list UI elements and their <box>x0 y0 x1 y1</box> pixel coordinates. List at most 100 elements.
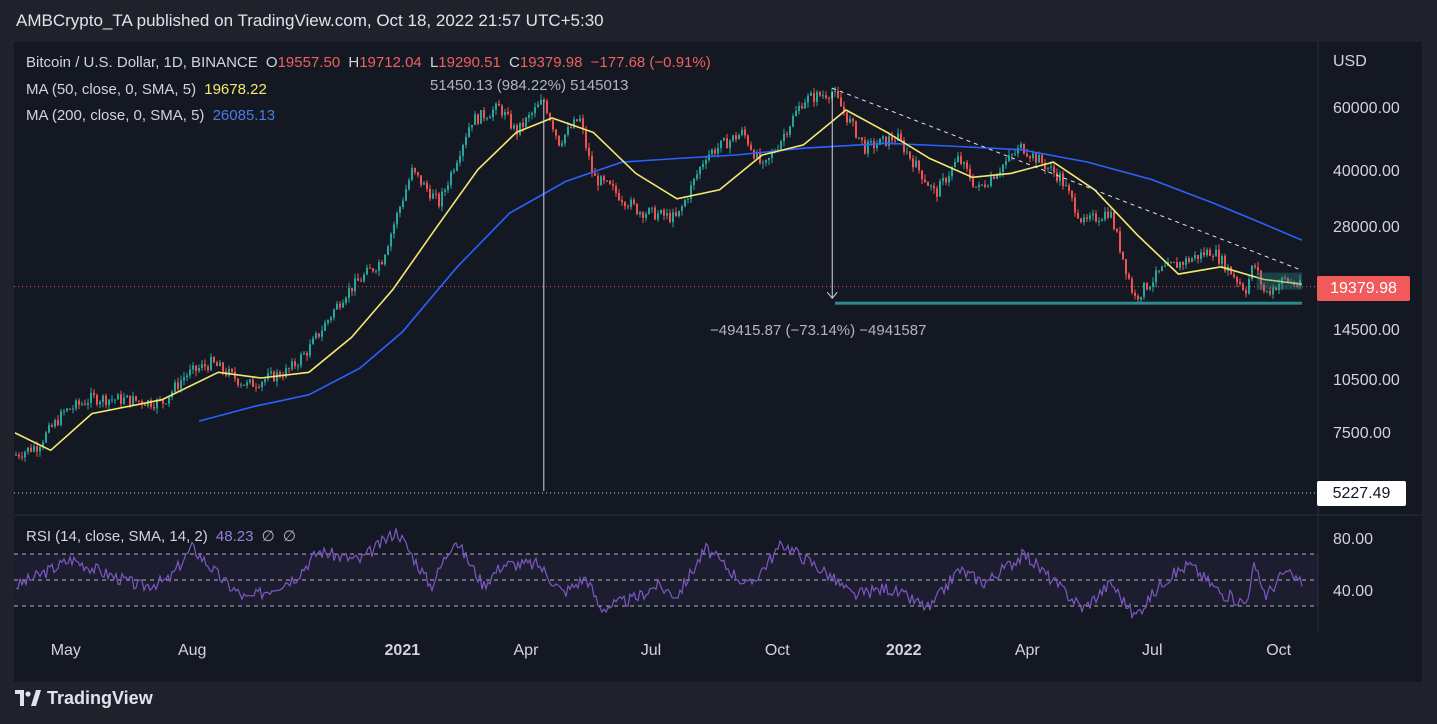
candle-body <box>1245 289 1247 294</box>
candle-body <box>1281 277 1283 285</box>
candle-body <box>1260 270 1262 285</box>
candle-body <box>549 113 551 121</box>
ma50-legend[interactable]: MA (50, close, 0, SMA, 5) 19678.22 <box>26 81 271 98</box>
candle-body <box>1122 251 1124 260</box>
rsi-label: RSI (14, close, SMA, 14, 2) <box>26 528 208 545</box>
candle-body <box>315 333 317 339</box>
candle-body <box>303 352 305 355</box>
candle-body <box>714 149 716 154</box>
candle-body <box>120 394 122 404</box>
candle-body <box>696 174 698 179</box>
tradingview-logo[interactable]: TradingView <box>15 686 153 710</box>
candle-body <box>1176 262 1178 268</box>
candle-body <box>537 104 539 108</box>
candle-body <box>1296 284 1298 286</box>
candle-body <box>90 392 92 403</box>
publisher-text: AMBCrypto_TA published on TradingView.co… <box>16 11 604 30</box>
candle-body <box>954 162 956 167</box>
candle-body <box>1044 162 1046 170</box>
candle-body <box>540 99 542 105</box>
candle-body <box>963 162 965 164</box>
candle-body <box>675 212 677 216</box>
candle-body <box>1284 277 1286 279</box>
candle-body <box>1011 154 1013 156</box>
candle-body <box>1278 284 1280 291</box>
candle-body <box>309 344 311 356</box>
candle-body <box>609 180 611 185</box>
candle-body <box>1161 266 1163 271</box>
candle-body <box>570 127 572 129</box>
candle-body <box>771 152 773 158</box>
candle-body <box>825 95 827 98</box>
candle-body <box>624 202 626 207</box>
candle-body <box>474 114 476 125</box>
candle-body <box>693 178 695 186</box>
candle-body <box>561 143 563 146</box>
candle-body <box>291 361 293 370</box>
candle-body <box>828 97 830 99</box>
candle-body <box>141 400 143 405</box>
candle-body <box>1212 255 1214 257</box>
candle-body <box>849 118 851 123</box>
candle-body <box>813 93 815 102</box>
candle-body <box>180 380 182 389</box>
candle-body <box>1143 282 1145 297</box>
candle-body <box>216 362 218 367</box>
candle-body <box>87 402 89 405</box>
candle-body <box>39 446 41 452</box>
candle-body <box>153 406 155 409</box>
ma200-legend[interactable]: MA (200, close, 0, SMA, 5) 26085.13 <box>26 107 279 124</box>
candle-body <box>819 91 821 96</box>
candle-body <box>135 396 137 401</box>
candle-body <box>960 156 962 164</box>
candle-body <box>990 176 992 186</box>
candle-body <box>357 278 359 281</box>
candle-body <box>417 172 419 176</box>
candle-body <box>942 178 944 182</box>
candle-body <box>1272 287 1274 295</box>
symbol-label[interactable]: Bitcoin / U.S. Dollar, 1D, BINANCE <box>26 54 258 71</box>
candle-body <box>1266 290 1268 292</box>
candle-body <box>1026 153 1028 157</box>
candle-body <box>363 274 365 282</box>
candle-body <box>528 114 530 118</box>
candle-body <box>1071 190 1073 198</box>
candle-body <box>876 144 878 149</box>
candle-body <box>678 210 680 216</box>
x-tick-label: May <box>50 642 81 659</box>
x-tick-label: Jul <box>640 642 662 659</box>
candle-body <box>510 113 512 129</box>
candle-body <box>1032 153 1034 159</box>
candle-body <box>627 206 629 208</box>
candle-body <box>867 141 869 154</box>
candle-body <box>351 287 353 292</box>
candle-body <box>345 297 347 303</box>
candle-body <box>852 118 854 122</box>
rsi-y-tick-label: 40.00 <box>1333 583 1374 600</box>
candle-body <box>435 193 437 195</box>
candle-body <box>1029 156 1031 159</box>
candle-body <box>1074 197 1076 213</box>
candle-body <box>933 185 935 189</box>
candle-body <box>948 176 950 183</box>
candle-body <box>861 137 863 141</box>
candle-body <box>585 129 587 148</box>
tradingview-wordmark: TradingView <box>47 687 153 708</box>
candle-body <box>801 106 803 109</box>
candle-body <box>1095 213 1097 222</box>
candle-body <box>642 212 644 218</box>
candle-body <box>645 213 647 218</box>
candle-body <box>603 176 605 181</box>
candle-body <box>252 379 254 387</box>
candle-body <box>426 182 428 190</box>
change-value: −177.68 (−0.91%) <box>590 54 711 71</box>
candle-body <box>294 361 296 366</box>
candle-body <box>921 170 923 180</box>
rsi-legend[interactable]: RSI (14, close, SMA, 14, 2) 48.23 ∅ ∅ <box>26 527 300 545</box>
candle-body <box>51 424 53 427</box>
candle-body <box>267 373 269 380</box>
candle-body <box>735 135 737 140</box>
candle-body <box>1005 160 1007 165</box>
candle-body <box>753 149 755 159</box>
